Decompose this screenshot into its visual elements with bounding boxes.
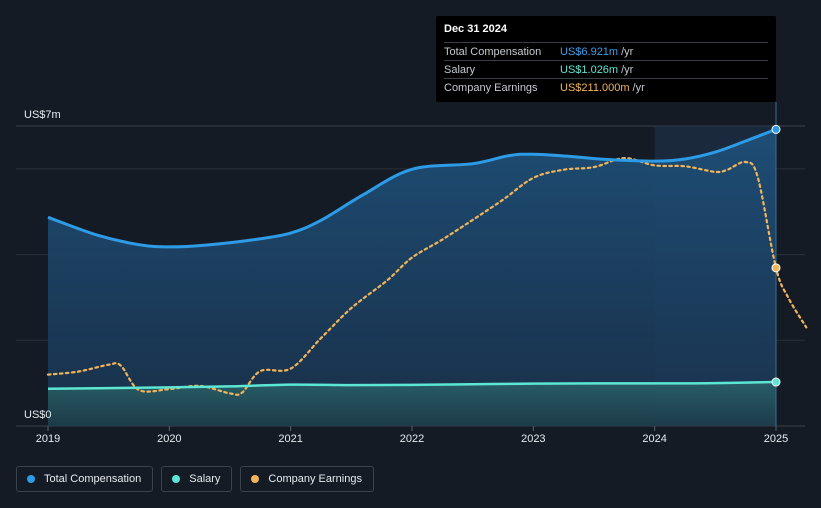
x-tick-label: 2021 xyxy=(278,433,302,445)
chart-legend: Total Compensation Salary Company Earnin… xyxy=(16,466,382,492)
total-compensation-line xyxy=(47,127,777,249)
tooltip-row-total: Total Compensation US$6.921m /yr xyxy=(444,42,768,60)
legend-dot-icon xyxy=(27,475,35,483)
tooltip-row-salary: Salary US$1.026m /yr xyxy=(444,60,768,78)
legend-label: Salary xyxy=(189,473,221,485)
salary-marker xyxy=(771,377,781,387)
tooltip-label: Salary xyxy=(444,63,476,76)
x-tick-label: 2024 xyxy=(642,433,666,445)
tooltip-unit: /yr xyxy=(621,63,634,76)
total-area xyxy=(48,129,776,426)
tooltip-date: Dec 31 2024 xyxy=(444,23,507,35)
chart-tooltip: Dec 31 2024 Total Compensation US$6.921m… xyxy=(436,16,776,102)
tooltip-label: Total Compensation xyxy=(444,45,542,58)
y-axis-top-label: US$7m xyxy=(24,109,61,121)
x-tick-label: 2020 xyxy=(157,433,181,445)
salary-line xyxy=(47,380,777,390)
tooltip-value: US$1.026m xyxy=(560,63,619,76)
tooltip-value: US$6.921m xyxy=(560,45,619,58)
tooltip-label: Company Earnings xyxy=(444,81,538,94)
tooltip-unit: /yr xyxy=(632,81,645,94)
legend-item-company-earnings[interactable]: Company Earnings xyxy=(240,466,374,492)
legend-dot-icon xyxy=(172,475,181,483)
y-axis-bottom-label: US$0 xyxy=(24,409,52,421)
earnings-marker xyxy=(771,263,781,273)
legend-label: Total Compensation xyxy=(44,473,142,485)
legend-dot-icon xyxy=(251,475,260,483)
tooltip-row-earnings: Company Earnings US$211.000m /yr xyxy=(444,78,768,96)
legend-item-salary[interactable]: Salary xyxy=(161,466,233,492)
legend-label: Company Earnings xyxy=(268,473,362,485)
x-tick-label: 2019 xyxy=(36,433,60,445)
company-earnings-line xyxy=(46,156,808,396)
x-tick-label: 2022 xyxy=(400,433,424,445)
x-tick-label: 2025 xyxy=(764,433,788,445)
tooltip-value: US$211.000m xyxy=(560,81,630,94)
total-marker xyxy=(771,124,781,134)
x-tick-label: 2023 xyxy=(521,433,545,445)
tooltip-unit: /yr xyxy=(621,45,634,58)
legend-item-total-compensation[interactable]: Total Compensation xyxy=(16,466,154,492)
